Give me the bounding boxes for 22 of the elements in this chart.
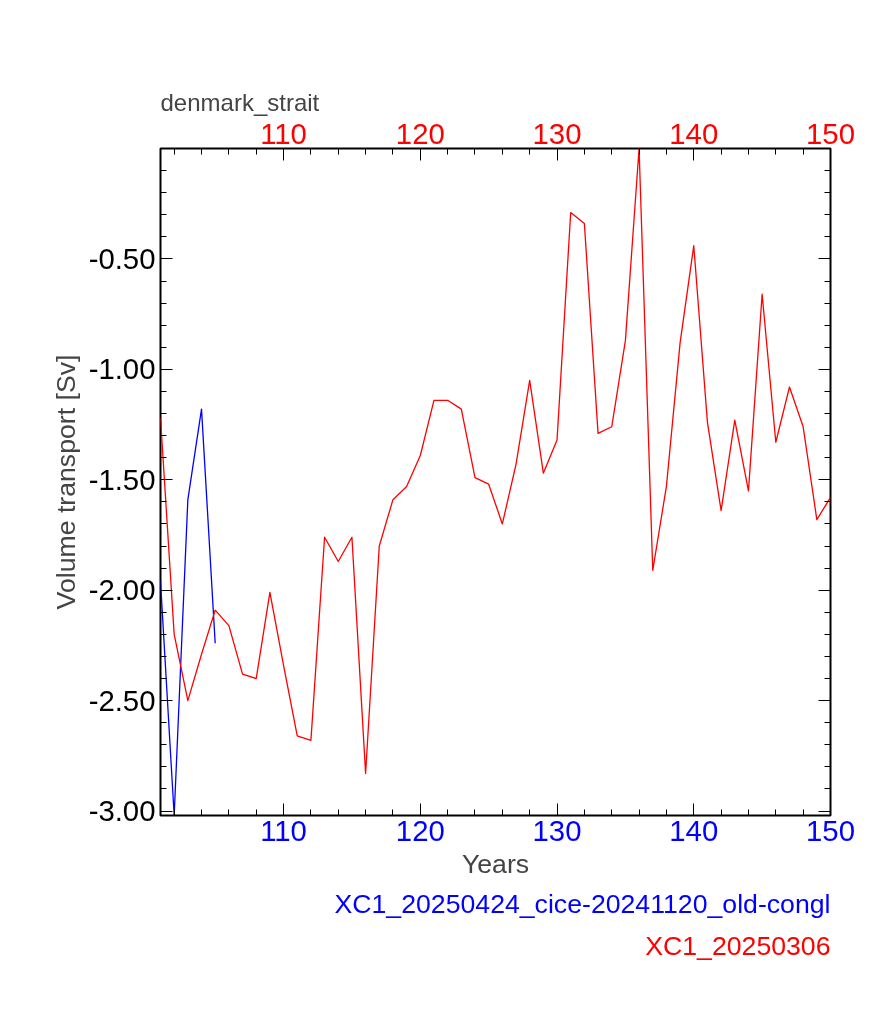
y-tick-label: -1.00 [88,352,156,386]
x2-tick-label: 120 [395,813,445,847]
x-tick-label: 130 [532,116,582,150]
y-tick-label: -2.50 [88,683,156,717]
x-tick-label: 150 [806,116,855,150]
x-tick-label: 140 [669,116,719,150]
chart-title: denmark_strait [160,88,320,116]
y-tick-label: -1.50 [88,462,156,496]
x2-tick-label: 150 [806,813,855,847]
y-tick-label: -2.00 [88,573,156,607]
y-axis-title: Volume transport [Sv] [50,354,81,610]
line-series [160,408,216,816]
x-tick-label: 120 [395,116,445,150]
text: XC1_20250424_cice-20241120_old-congl [334,888,831,919]
x-tick-label: 110 [260,116,307,150]
x-axis-title: Years [461,848,530,879]
text: XC1_20250306 [645,930,831,961]
y-tick-label: -3.00 [88,794,156,828]
x2-tick-label: 140 [669,813,719,847]
x2-tick-label: 130 [532,813,582,847]
y-tick-label: -0.50 [88,241,156,275]
x2-tick-label: 110 [260,813,307,847]
